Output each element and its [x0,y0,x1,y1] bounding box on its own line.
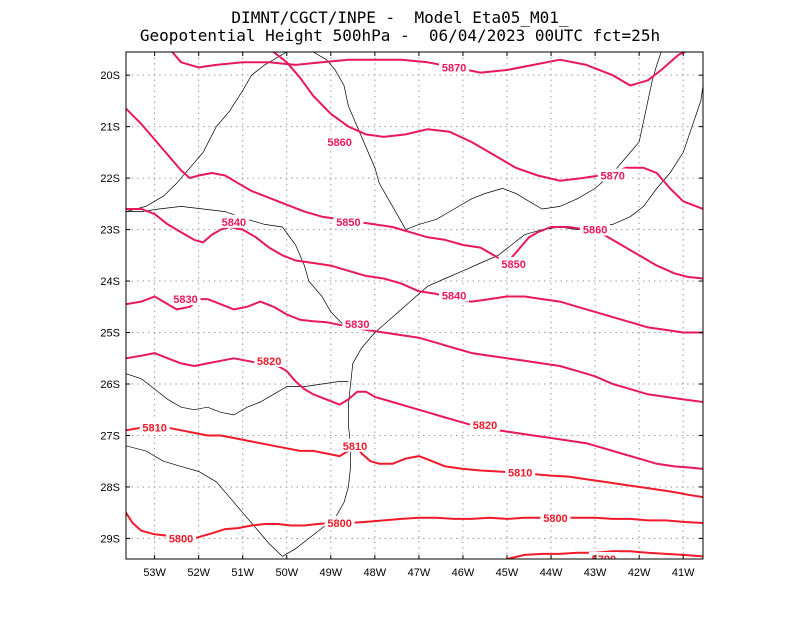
x-tick-label: 45W [496,567,519,579]
contour-label: 5810 [142,423,166,435]
x-tick-label: 47W [408,567,431,579]
x-tick-label: 42W [628,567,651,579]
contour-label-bg [139,420,170,434]
x-tick-label: 43W [584,567,607,579]
contour-line-5870 [272,52,703,210]
map-outlines [126,52,703,557]
x-axis-ticks: 53W 52W 51W 50W 49W 48W 47W 46W 45W 44W 43W 42W 41W [143,52,695,579]
y-tick-label: 22S [100,173,120,185]
contour-label-bg [505,465,536,479]
contour-label-bg [324,135,355,149]
contour-label: 5800 [327,518,351,530]
boundary-line [313,52,407,230]
x-tick-label: 50W [275,567,298,579]
y-tick-label: 21S [100,122,120,134]
plot-border [125,51,704,560]
contour-label: 5800 [169,533,193,545]
contour-label-bg [540,510,571,524]
boundary-line [126,373,349,416]
x-tick-label: 48W [364,567,387,579]
contour-label: 5800 [543,513,567,525]
contour-label-bg [324,515,355,529]
x-tick-label: 46W [452,567,475,579]
contour-label: 5840 [442,290,466,302]
contour-lines [126,52,703,559]
boundary-line [126,206,349,331]
contour-label: 5830 [345,319,369,331]
contour-label: 5850 [501,259,525,271]
contour-label: 5810 [343,441,367,453]
contour-label: 5860 [327,137,351,149]
contour-line-5870 [171,52,686,87]
contour-line-5840 [126,295,703,403]
contour-label-bg [588,552,619,559]
contour-label: 5790 [592,554,616,566]
gridlines [126,52,703,559]
boundary-line [126,445,283,557]
contour-label-bg [498,257,529,271]
contour-label-bg [340,438,371,452]
chart-title-line-2: Geopotential Height 500hPa - 06/04/2023 … [139,26,661,45]
y-tick-label: 27S [100,430,120,442]
y-tick-label: 23S [100,225,120,237]
y-tick-label: 24S [100,276,120,288]
contour-label-bg [170,292,201,306]
boundary-line [126,52,287,212]
contour-label: 5870 [600,171,624,183]
y-tick-label: 29S [100,533,120,545]
contour-label: 5850 [336,217,360,229]
x-tick-label: 53W [143,567,166,579]
x-tick-label: 52W [187,567,210,579]
boundary-line [405,52,662,230]
contour-label: 5870 [442,62,466,74]
x-tick-label: 49W [320,567,343,579]
x-tick-label: 44W [540,567,563,579]
contour-label: 5830 [173,294,197,306]
boundary-line [282,85,703,557]
contour-label-bg [218,214,249,228]
contour-label-bg [580,222,611,236]
contour-label-bg [333,214,364,228]
contour-line-5820 [126,424,703,499]
contour-label-bg [342,316,373,330]
x-tick-label: 41W [672,567,695,579]
contour-label-bg [254,353,285,367]
contour-label-bg [439,288,470,302]
contour-line-5850 [126,208,703,334]
contour-label-bg [439,60,470,74]
contour-line-5830 [126,352,703,470]
contour-line-5810 [126,512,703,540]
contour-label-bg [166,531,197,545]
y-tick-label: 26S [100,379,120,391]
contour-label: 5840 [222,217,246,229]
y-tick-label: 28S [100,482,120,494]
y-axis-ticks: 20S 21S 22S 23S 24S 25S 26S 27S 28S 29S [100,70,703,545]
y-tick-label: 20S [100,70,120,82]
contour-label-bg [597,168,628,182]
y-tick-label: 25S [100,328,120,340]
x-tick-label: 51W [231,567,254,579]
chart-title-line-1: DIMNT/CGCT/INPE - Model Eta05_M01_ [231,8,569,27]
contour-label: 5820 [473,420,497,432]
contour-labels: 5870 5870 5860 5860 5850 5850 5840 5840 5830 5830… [139,60,628,566]
contour-label-bg [469,418,500,432]
contour-label: 5860 [583,225,607,237]
plot-frame [125,51,704,560]
contour-label: 5820 [257,356,281,368]
contour-label: 5810 [508,468,532,480]
